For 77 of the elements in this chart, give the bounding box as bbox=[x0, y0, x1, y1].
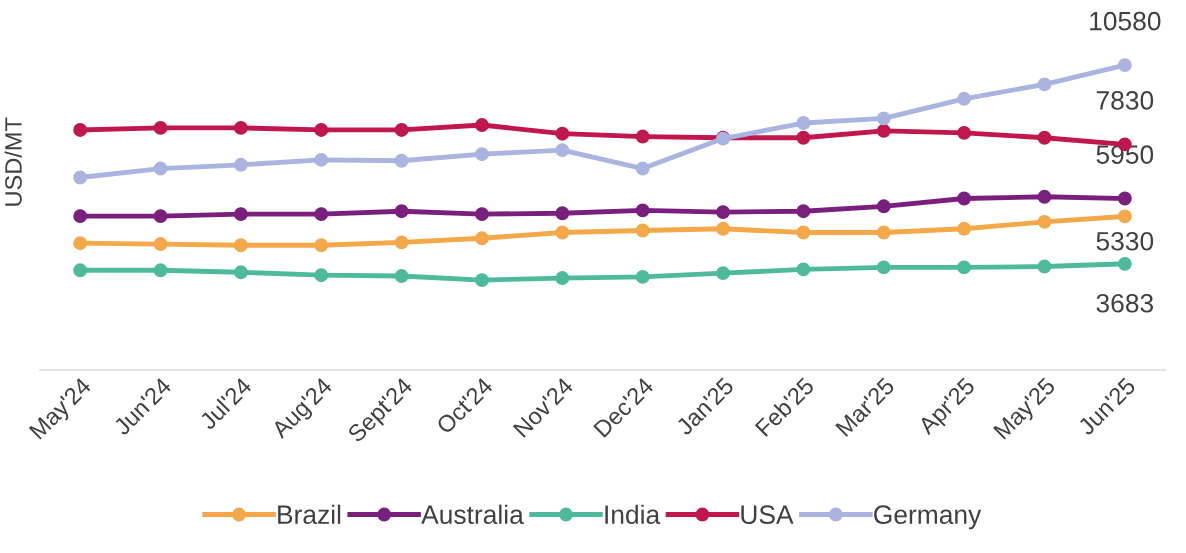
point bbox=[876, 260, 891, 275]
point bbox=[153, 209, 168, 224]
point bbox=[314, 152, 329, 167]
point bbox=[1037, 259, 1052, 274]
point bbox=[796, 262, 811, 277]
point bbox=[555, 271, 570, 286]
point bbox=[957, 91, 972, 106]
point bbox=[153, 237, 168, 252]
point bbox=[876, 199, 891, 214]
point bbox=[153, 120, 168, 135]
point bbox=[314, 207, 329, 222]
point bbox=[475, 147, 489, 162]
point bbox=[796, 204, 811, 219]
point bbox=[394, 153, 409, 168]
point bbox=[1117, 191, 1132, 206]
point bbox=[73, 263, 88, 278]
point bbox=[635, 223, 650, 238]
point bbox=[555, 225, 570, 240]
data-label: 10580 bbox=[1090, 11, 1161, 31]
point bbox=[73, 209, 88, 224]
point bbox=[233, 265, 248, 280]
point bbox=[153, 263, 168, 278]
legend-label: Brazil bbox=[278, 504, 341, 525]
point bbox=[1037, 130, 1052, 145]
point bbox=[635, 203, 650, 218]
legend-label: India bbox=[605, 504, 661, 525]
point bbox=[876, 111, 891, 126]
point bbox=[1117, 58, 1132, 73]
point bbox=[475, 231, 489, 246]
point bbox=[233, 157, 248, 172]
point bbox=[957, 191, 972, 206]
point bbox=[796, 130, 811, 145]
point bbox=[394, 204, 409, 219]
legend-label: Germany bbox=[874, 505, 982, 530]
point bbox=[73, 170, 88, 185]
point bbox=[716, 205, 730, 220]
point bbox=[635, 129, 650, 144]
point bbox=[475, 273, 489, 288]
point bbox=[555, 143, 570, 158]
point bbox=[796, 225, 811, 240]
point bbox=[957, 260, 972, 275]
point bbox=[233, 207, 248, 222]
point bbox=[555, 126, 570, 141]
point bbox=[1037, 214, 1052, 229]
data-label: 5330 bbox=[1096, 231, 1154, 251]
point bbox=[233, 120, 248, 135]
point bbox=[233, 238, 248, 253]
legend-label: Australia bbox=[421, 504, 524, 525]
point bbox=[73, 122, 88, 137]
data-label: 3683 bbox=[1096, 293, 1154, 313]
point bbox=[1117, 209, 1132, 224]
point bbox=[716, 221, 730, 236]
point bbox=[314, 238, 329, 253]
point bbox=[796, 116, 811, 130]
point bbox=[957, 221, 972, 236]
point bbox=[876, 225, 891, 240]
point bbox=[876, 123, 891, 138]
point bbox=[957, 125, 972, 140]
point bbox=[635, 269, 650, 284]
legend-label: USA bbox=[741, 505, 794, 525]
point bbox=[73, 236, 88, 251]
point bbox=[475, 118, 489, 132]
point bbox=[716, 266, 730, 281]
point bbox=[394, 235, 409, 250]
point bbox=[1037, 189, 1052, 204]
point bbox=[1037, 77, 1052, 92]
point bbox=[314, 122, 329, 137]
point bbox=[475, 207, 489, 222]
point bbox=[635, 161, 650, 176]
point bbox=[314, 268, 329, 283]
y-axis-title: USD/MT bbox=[4, 117, 22, 206]
data-label: 7830 bbox=[1096, 91, 1154, 110]
point bbox=[394, 269, 409, 283]
point bbox=[153, 161, 168, 176]
point bbox=[555, 206, 570, 221]
point bbox=[1117, 256, 1132, 271]
point bbox=[394, 122, 409, 137]
